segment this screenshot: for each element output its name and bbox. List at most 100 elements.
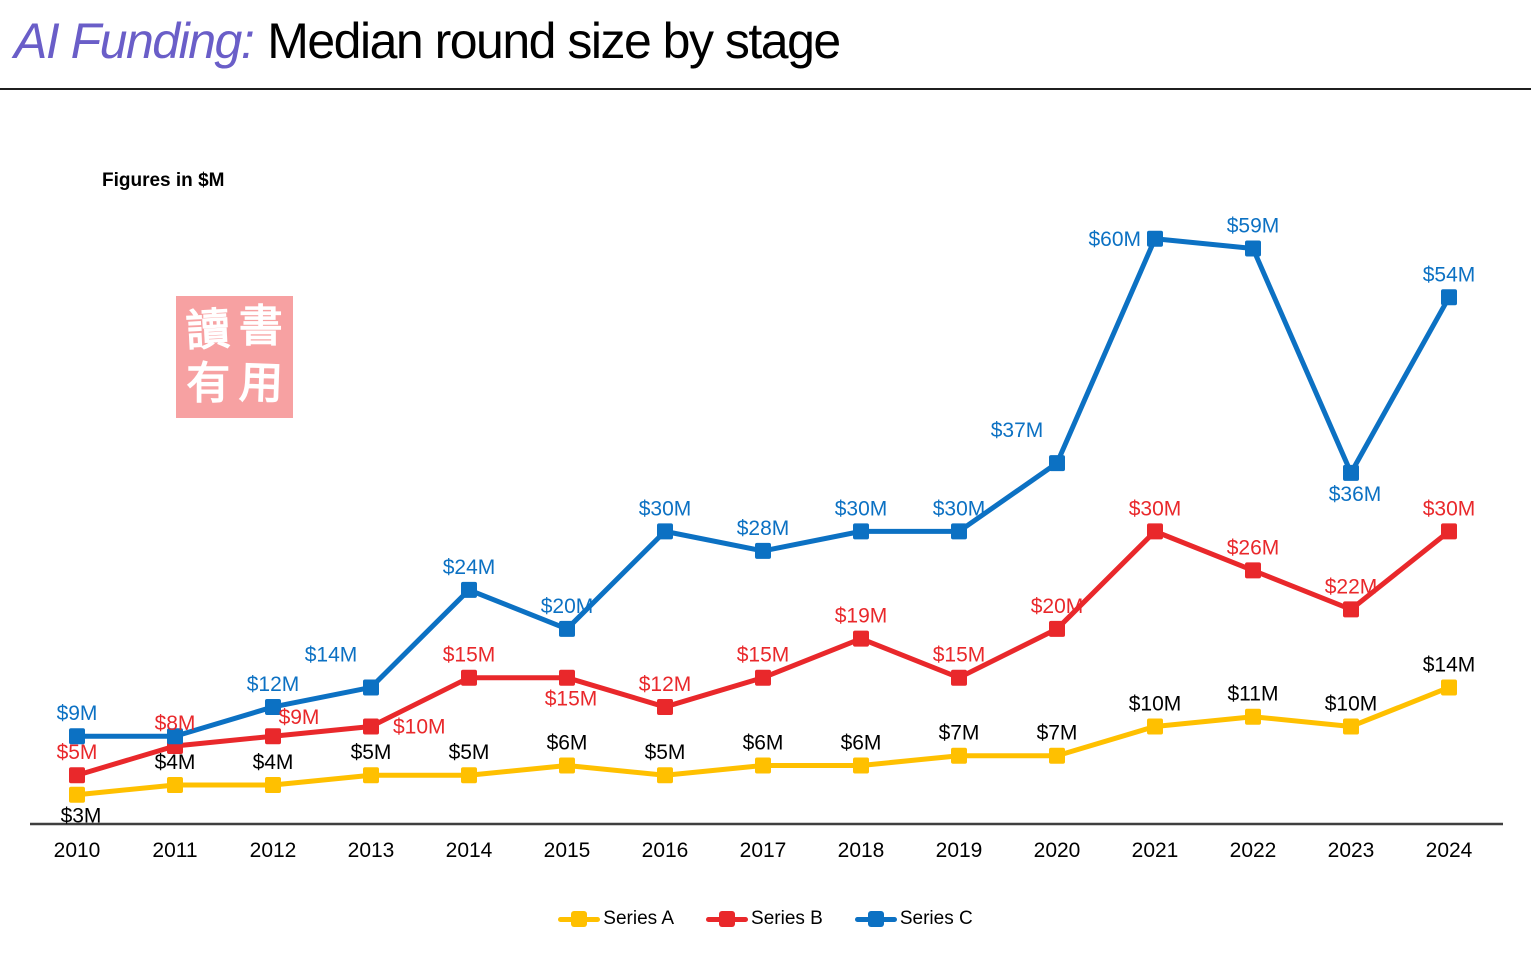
data-label: $4M — [253, 751, 294, 774]
data-point-marker-series-b — [265, 728, 281, 745]
data-point-marker-series-a — [461, 767, 477, 784]
data-point-marker-series-a — [951, 747, 967, 764]
x-axis-tick-label: 2011 — [152, 839, 197, 862]
data-point-marker-series-b — [755, 669, 771, 686]
data-label: $59M — [1227, 215, 1280, 238]
data-point-marker-series-c — [853, 523, 869, 540]
x-axis-tick-label: 2018 — [838, 839, 885, 862]
x-axis-tick-label: 2012 — [250, 839, 297, 862]
data-point-marker-series-c — [265, 698, 281, 715]
legend-item-series-b: Series B — [706, 908, 823, 930]
data-label: $26M — [1227, 536, 1280, 559]
data-point-marker-series-a — [1147, 718, 1163, 735]
page-title: AI Funding: Median round size by stage — [14, 12, 841, 70]
legend-square — [867, 911, 884, 927]
data-label: $30M — [933, 497, 986, 520]
figures-note: Figures in $M — [102, 170, 225, 191]
x-axis-tick-label: 2022 — [1230, 839, 1277, 862]
data-point-marker-series-b — [1441, 523, 1457, 540]
data-point-marker-series-b — [69, 767, 85, 784]
legend-marker-icon — [706, 910, 749, 928]
data-point-marker-series-c — [1147, 230, 1163, 247]
data-point-marker-series-b — [853, 630, 869, 647]
data-label: $28M — [737, 517, 790, 540]
data-point-marker-series-c — [167, 728, 183, 745]
data-point-marker-series-c — [1245, 240, 1261, 257]
data-point-marker-series-c — [1441, 289, 1457, 306]
data-label: $37M — [991, 419, 1044, 442]
data-label: $14M — [1423, 653, 1476, 676]
data-label: $10M — [1325, 692, 1378, 715]
data-point-marker-series-c — [363, 679, 379, 696]
data-point-marker-series-c — [1049, 455, 1065, 472]
data-label: $14M — [305, 643, 358, 666]
x-axis-tick-label: 2013 — [348, 839, 395, 862]
data-label: $20M — [541, 595, 594, 618]
data-point-marker-series-c — [951, 523, 967, 540]
x-axis-tick-label: 2014 — [446, 839, 493, 862]
data-point-marker-series-c — [755, 542, 771, 559]
title-underline — [0, 88, 1531, 90]
data-label: $7M — [939, 722, 980, 745]
data-label: $54M — [1423, 263, 1476, 286]
legend-label: Series A — [603, 908, 675, 929]
data-point-marker-series-c — [69, 728, 85, 745]
data-label: $15M — [545, 688, 598, 711]
data-label: $30M — [639, 497, 692, 520]
data-label: $30M — [1423, 497, 1476, 520]
x-axis-tick-label: 2019 — [936, 839, 983, 862]
data-point-marker-series-a — [853, 757, 869, 774]
data-label: $5M — [351, 741, 392, 764]
legend-item-series-a: Series A — [558, 908, 674, 930]
data-point-marker-series-a — [1049, 747, 1065, 764]
data-point-marker-series-a — [559, 757, 575, 774]
data-label: $7M — [1037, 722, 1078, 745]
x-axis-tick-label: 2016 — [642, 839, 689, 862]
data-label: $6M — [547, 731, 588, 754]
data-point-marker-series-a — [1343, 718, 1359, 735]
data-point-marker-series-a — [1245, 708, 1261, 725]
x-axis-tick-label: 2020 — [1034, 839, 1081, 862]
data-point-marker-series-c — [1343, 464, 1359, 481]
data-point-marker-series-a — [167, 776, 183, 793]
data-point-marker-series-b — [657, 698, 673, 715]
data-point-marker-series-a — [69, 786, 85, 803]
watermark-stamp: 讀 書 有 用 — [176, 296, 293, 418]
x-axis-tick-label: 2017 — [740, 839, 787, 862]
watermark-char: 有 — [186, 357, 231, 409]
data-label: $5M — [645, 741, 686, 764]
data-point-marker-series-b — [1147, 523, 1163, 540]
data-point-marker-series-b — [1343, 601, 1359, 618]
data-label: $15M — [933, 644, 986, 667]
data-label: $15M — [443, 644, 496, 667]
data-label: $8M — [155, 712, 196, 735]
page-title-rest: Median round size by stage — [267, 13, 841, 69]
data-point-marker-series-a — [1441, 679, 1457, 696]
legend-marker-icon — [558, 910, 601, 928]
legend-label: Series C — [899, 908, 973, 929]
data-point-marker-series-b — [951, 669, 967, 686]
data-label: $36M — [1329, 483, 1382, 506]
data-point-marker-series-a — [265, 776, 281, 793]
x-axis-tick-label: 2010 — [54, 839, 101, 862]
watermark-char: 書 — [238, 300, 283, 352]
legend-square — [571, 911, 588, 927]
data-label: $19M — [835, 605, 888, 628]
data-label: $12M — [247, 673, 300, 696]
data-label: $9M — [279, 706, 320, 729]
data-point-marker-series-b — [1245, 562, 1261, 579]
page-title-accent: AI Funding: — [14, 13, 255, 69]
data-label: $11M — [1228, 683, 1279, 706]
data-label: $5M — [57, 741, 98, 764]
legend-label: Series B — [751, 908, 823, 929]
data-label: $20M — [1031, 595, 1084, 618]
data-point-marker-series-b — [1049, 620, 1065, 637]
data-label: $9M — [57, 702, 98, 725]
data-label: $10M — [393, 715, 446, 738]
data-label: $3M — [61, 805, 102, 828]
legend-item-series-c: Series C — [854, 908, 973, 930]
data-label: $22M — [1325, 575, 1378, 598]
data-label: $60M — [1088, 228, 1141, 251]
